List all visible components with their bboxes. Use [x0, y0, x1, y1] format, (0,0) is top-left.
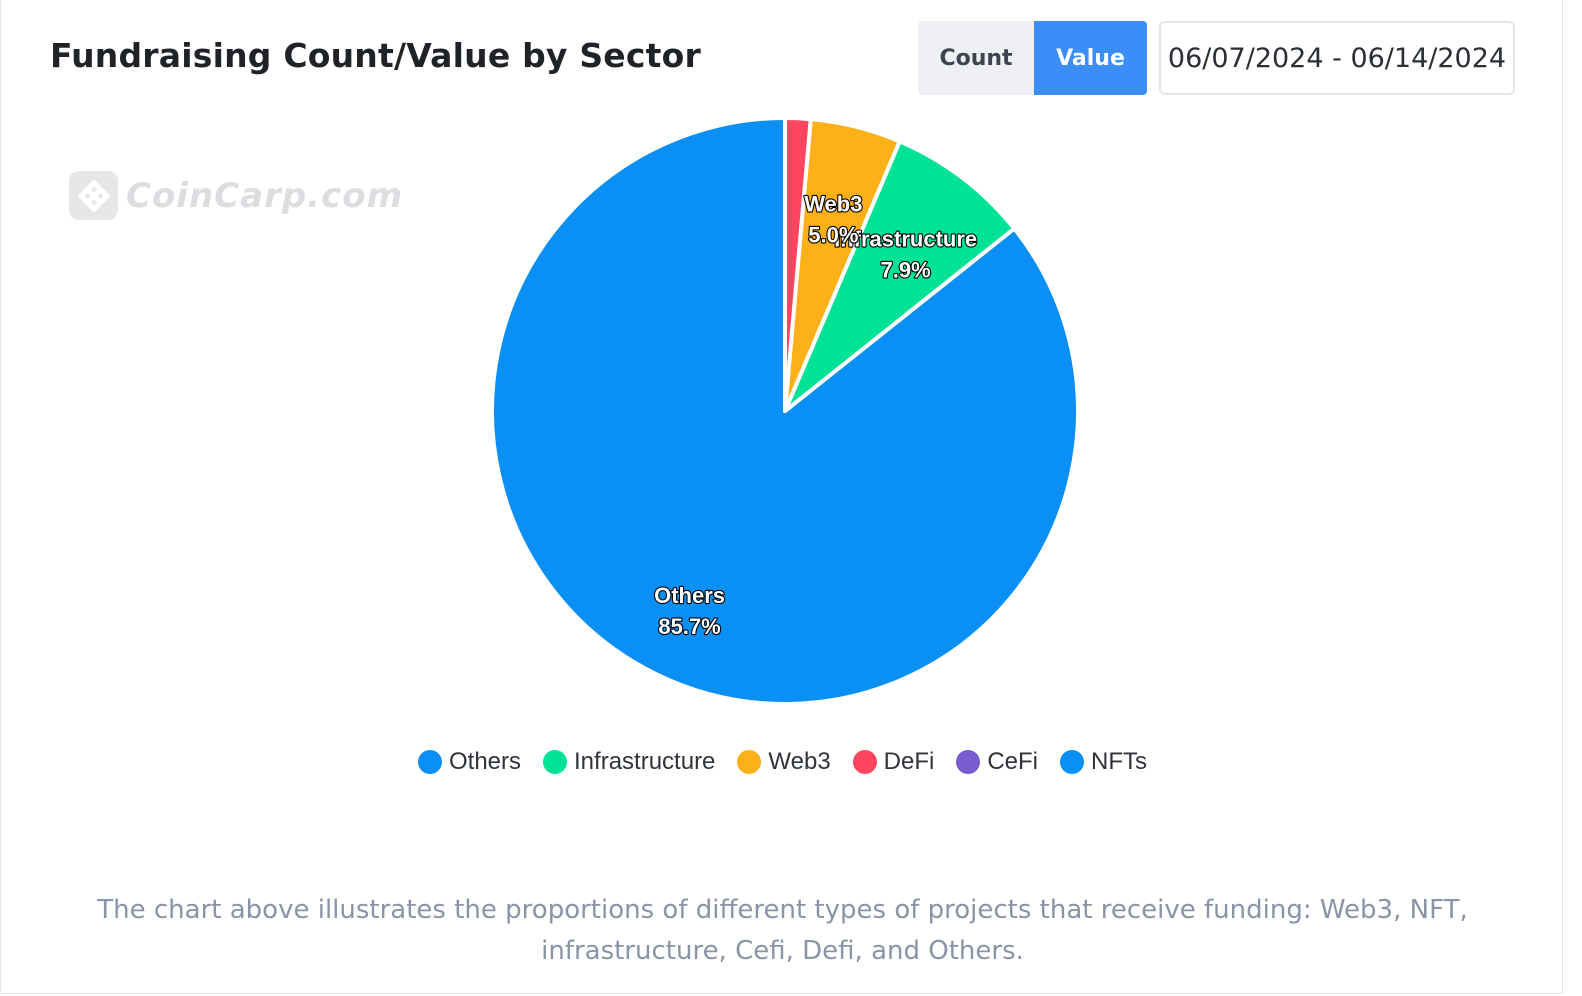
chart-caption: The chart above illustrates the proporti…	[97, 895, 1468, 966]
slice-percent-web3: 5.0%	[808, 223, 858, 248]
legend-item-infrastructure[interactable]: Infrastructure	[543, 748, 715, 776]
legend-marker-nfts	[1060, 750, 1085, 774]
coincarp-logo-icon	[69, 171, 118, 220]
slice-label-infrastructure: Infrastructure 7.9%	[834, 226, 977, 282]
count-toggle-button[interactable]: Count	[918, 21, 1034, 95]
chart-title: Fundraising Count/Value by Sector	[50, 36, 701, 75]
legend-item-others[interactable]: Others	[417, 748, 522, 776]
pie-chart: Others 85.7% Infrastructure 7.9% Web3 5.0%	[490, 116, 1080, 706]
legend-label-cefi: CeFi	[987, 748, 1039, 775]
slice-percent-others: 85.7%	[658, 614, 720, 639]
slice-name-infrastructure: Infrastructure	[834, 226, 977, 251]
slice-label-others: Others 85.7%	[654, 583, 725, 639]
slice-label-web3: Web3 5.0%	[804, 192, 862, 248]
value-toggle-button[interactable]: Value	[1034, 21, 1147, 95]
count-value-toggle: Count Value	[918, 21, 1147, 95]
watermark-text: CoinCarp.com	[126, 175, 404, 216]
legend-label-nfts: NFTs	[1091, 748, 1148, 775]
legend-marker-web3	[737, 750, 762, 774]
legend-item-nfts[interactable]: NFTs	[1060, 748, 1147, 776]
watermark: CoinCarp.com	[69, 171, 403, 220]
legend-marker-cefi	[956, 750, 981, 774]
legend-marker-others	[417, 750, 442, 774]
slice-name-others: Others	[654, 583, 725, 608]
legend-item-web3[interactable]: Web3	[737, 748, 831, 776]
legend-label-defi: DeFi	[883, 748, 935, 775]
legend-label-infrastructure: Infrastructure	[574, 748, 716, 775]
pie-slice-infrastructure[interactable]	[783, 139, 1017, 413]
legend-item-defi[interactable]: DeFi	[852, 748, 935, 776]
legend-item-cefi[interactable]: CeFi	[956, 748, 1038, 776]
slice-name-web3: Web3	[804, 192, 862, 217]
legend-marker-defi	[852, 750, 877, 774]
slice-percent-infrastructure: 7.9%	[881, 257, 931, 282]
chart-legend: Others Infrastructure Web3 DeFi CeFi NFTs	[1, 748, 1564, 776]
legend-label-others: Others	[448, 748, 522, 775]
legend-label-web3: Web3	[768, 748, 831, 775]
legend-marker-infrastructure	[543, 750, 568, 774]
date-range-picker[interactable]: 06/07/2024 - 06/14/2024	[1159, 21, 1515, 95]
pie-slice-defi[interactable]	[783, 116, 813, 413]
